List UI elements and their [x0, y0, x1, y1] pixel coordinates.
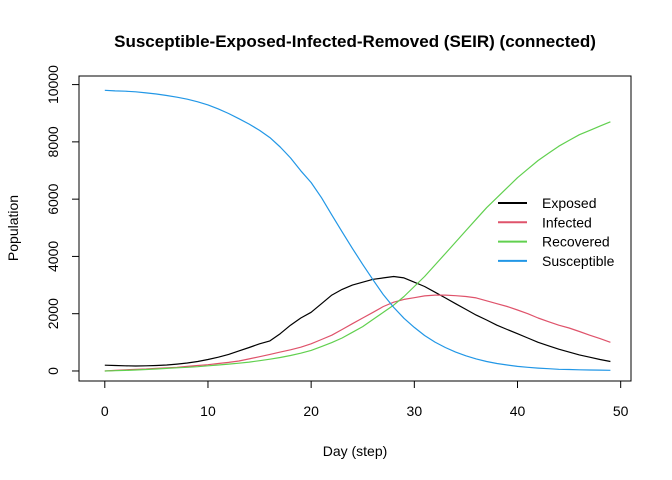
- series-line-infected: [104, 294, 611, 372]
- legend-label-exposed: Exposed: [542, 195, 596, 211]
- y-tick-label: 0: [45, 367, 61, 375]
- y-axis-label: Population: [5, 195, 21, 261]
- y-tick-label: 6000: [45, 183, 61, 214]
- x-axis-label: Day (step): [323, 443, 388, 459]
- x-tick-label: 0: [101, 403, 109, 419]
- legend-label-infected: Infected: [542, 214, 592, 230]
- x-tick-label: 40: [510, 403, 526, 419]
- x-tick-label: 50: [613, 403, 629, 419]
- x-tick-label: 30: [407, 403, 423, 419]
- y-tick-label: 2000: [45, 298, 61, 329]
- series-line-susceptible: [104, 89, 611, 371]
- y-tick-label: 4000: [45, 241, 61, 272]
- legend-label-susceptible: Susceptible: [542, 253, 615, 269]
- series-line-exposed: [104, 275, 611, 367]
- chart-title: Susceptible-Exposed-Infected-Removed (SE…: [114, 32, 596, 51]
- y-tick-label: 10000: [45, 65, 61, 104]
- x-tick-label: 10: [200, 403, 216, 419]
- series-line-recovered: [104, 121, 611, 372]
- x-tick-label: 20: [303, 403, 319, 419]
- y-axis: 0 2000 4000 6000 8000 10000: [45, 65, 80, 375]
- y-tick-label: 8000: [45, 126, 61, 157]
- series-lines: [104, 89, 611, 372]
- legend: Exposed Infected Recovered Susceptible: [498, 195, 615, 269]
- x-axis: 0 10 20 30 40 50: [101, 380, 629, 419]
- legend-label-recovered: Recovered: [542, 234, 610, 250]
